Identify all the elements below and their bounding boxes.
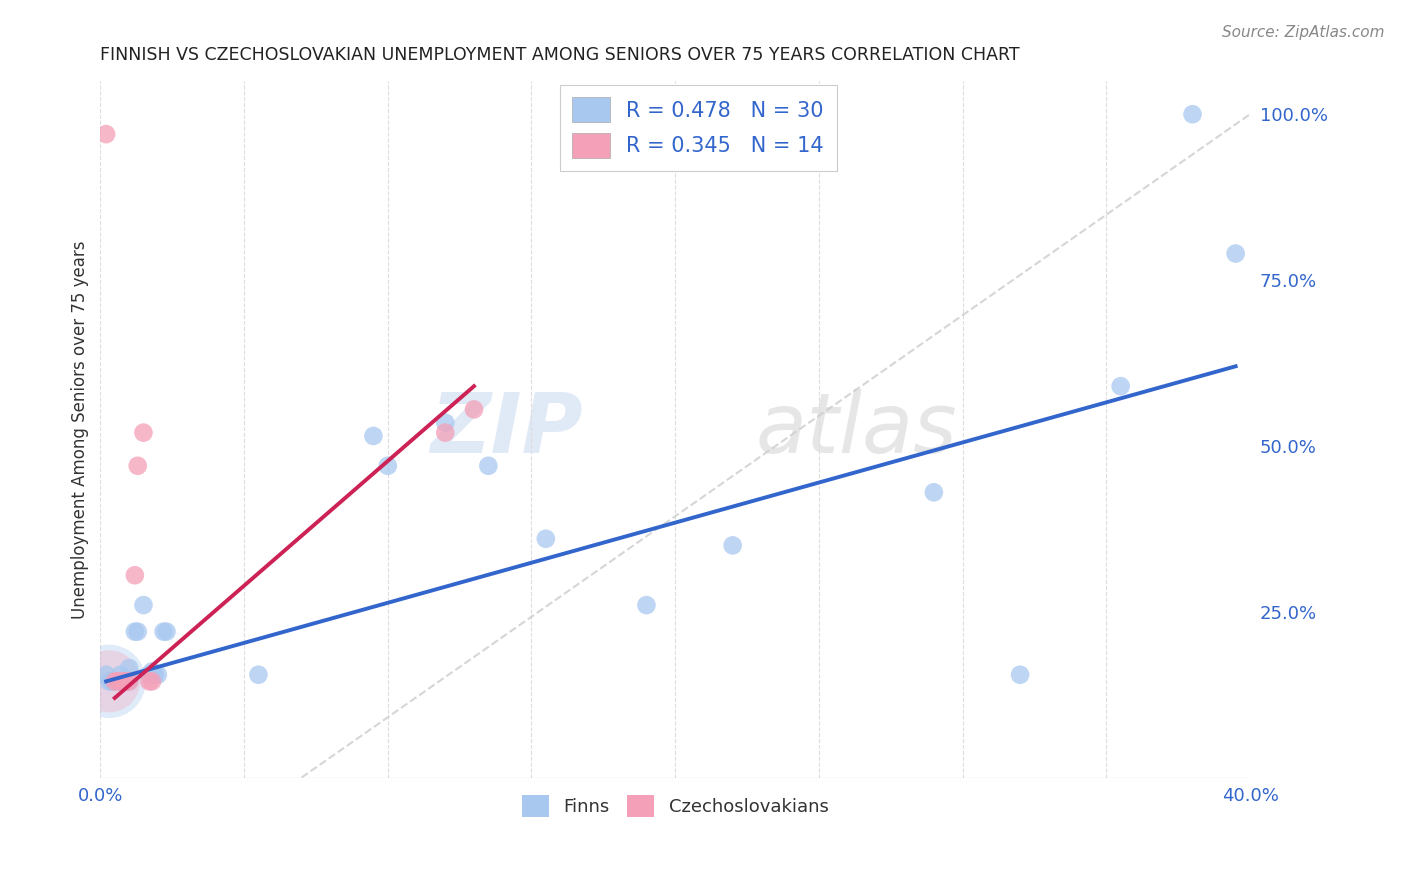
Point: [101, 674, 124, 689]
Point: [247, 667, 270, 681]
Point: [107, 674, 129, 689]
Point: [434, 425, 457, 440]
Point: [143, 667, 166, 681]
Point: [124, 568, 146, 582]
Point: [1181, 107, 1204, 121]
Text: ZIP: ZIP: [430, 389, 583, 470]
Point: [132, 425, 155, 440]
Y-axis label: Unemployment Among Seniors over 75 years: Unemployment Among Seniors over 75 years: [72, 240, 89, 618]
Point: [98, 674, 121, 689]
Point: [98, 674, 121, 689]
Point: [94, 127, 117, 141]
Point: [138, 667, 160, 681]
Point: [98, 674, 121, 689]
Point: [141, 665, 163, 679]
Point: [363, 429, 385, 443]
Point: [463, 402, 485, 417]
Point: [104, 674, 127, 689]
Legend: Finns, Czechoslovakians: Finns, Czechoslovakians: [515, 788, 837, 824]
Point: [155, 624, 177, 639]
Point: [377, 458, 399, 473]
Text: Source: ZipAtlas.com: Source: ZipAtlas.com: [1222, 25, 1385, 40]
Point: [1010, 667, 1032, 681]
Point: [118, 661, 141, 675]
Point: [146, 667, 169, 681]
Point: [110, 667, 132, 681]
Point: [115, 674, 138, 689]
Point: [138, 674, 160, 689]
Point: [104, 674, 127, 689]
Point: [118, 674, 141, 689]
Point: [94, 667, 117, 681]
Point: [110, 674, 132, 689]
Point: [132, 598, 155, 612]
Point: [112, 674, 135, 689]
Point: [112, 674, 135, 689]
Point: [152, 624, 174, 639]
Point: [107, 674, 129, 689]
Point: [636, 598, 658, 612]
Point: [1109, 379, 1132, 393]
Point: [434, 416, 457, 430]
Point: [534, 532, 557, 546]
Text: atlas: atlas: [755, 389, 957, 470]
Point: [127, 624, 149, 639]
Point: [118, 674, 141, 689]
Point: [477, 458, 499, 473]
Text: FINNISH VS CZECHOSLOVAKIAN UNEMPLOYMENT AMONG SENIORS OVER 75 YEARS CORRELATION : FINNISH VS CZECHOSLOVAKIAN UNEMPLOYMENT …: [100, 46, 1019, 64]
Point: [1225, 246, 1247, 260]
Point: [127, 458, 149, 473]
Point: [922, 485, 945, 500]
Point: [721, 538, 744, 552]
Point: [141, 674, 163, 689]
Point: [124, 624, 146, 639]
Point: [115, 674, 138, 689]
